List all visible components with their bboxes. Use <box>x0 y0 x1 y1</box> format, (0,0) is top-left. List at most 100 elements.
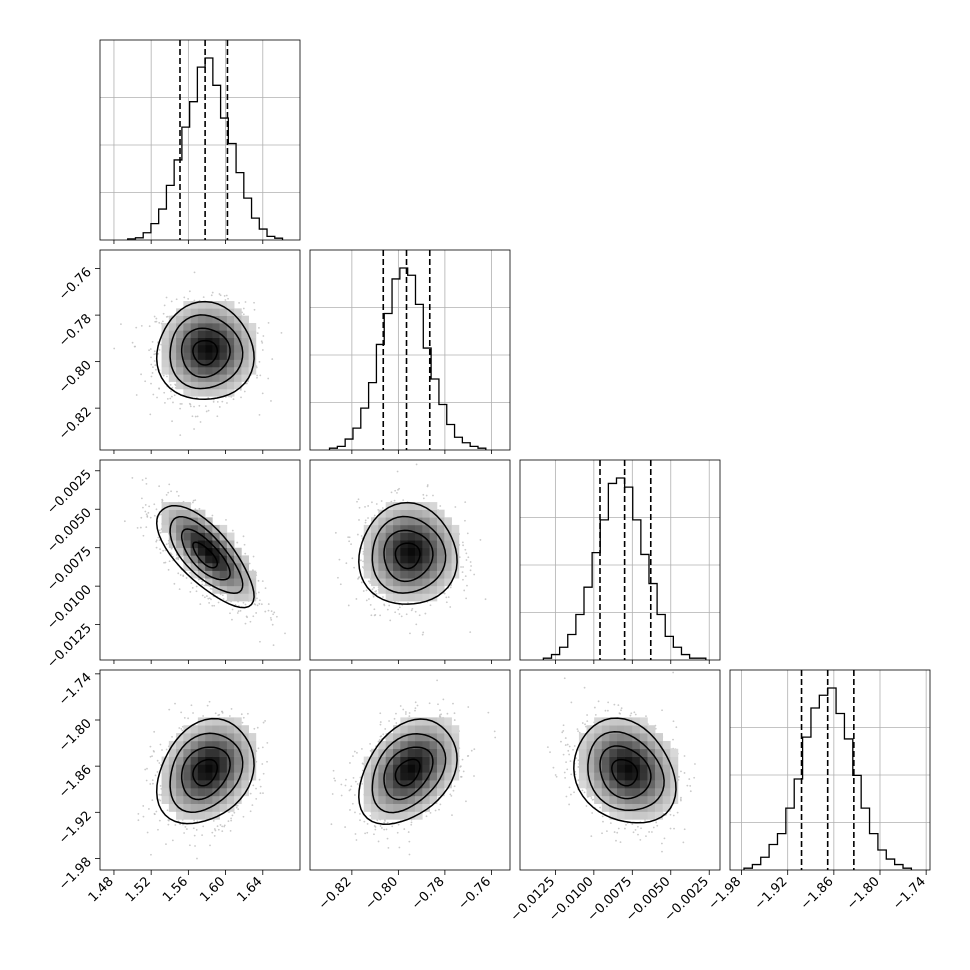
density-cell <box>190 366 199 375</box>
density-cell <box>197 764 206 773</box>
density-cell <box>190 323 199 331</box>
density-cell <box>393 517 401 526</box>
density-cell <box>205 748 213 757</box>
contour-level-2 <box>169 314 244 390</box>
scatter-point <box>348 536 351 539</box>
scatter-point <box>269 616 272 619</box>
density-cell <box>429 555 438 564</box>
scatter-point <box>222 598 225 600</box>
density-cell <box>183 547 191 556</box>
density-cell <box>161 524 170 533</box>
density-cell <box>205 756 213 765</box>
scatter-point <box>422 497 425 500</box>
scatter-point <box>140 373 142 376</box>
density-cell <box>219 578 228 587</box>
density-cell <box>248 570 257 579</box>
density-cell <box>363 555 372 564</box>
density-cell <box>183 788 191 797</box>
panel-2-0: −0.0025−0.0050−0.0075−0.0100−0.0125 <box>44 459 301 671</box>
density-cell <box>161 359 170 368</box>
density-cell <box>393 570 401 579</box>
scatter-point <box>242 307 245 310</box>
density-cell <box>197 345 206 353</box>
density-cell <box>451 540 460 549</box>
density-cell <box>436 585 445 594</box>
density-cell <box>226 388 235 397</box>
density-cell <box>168 359 177 368</box>
density-cell <box>190 315 199 324</box>
scatter-point <box>210 598 212 601</box>
scatter-point <box>252 615 255 618</box>
scatter-point <box>148 325 151 328</box>
scatter-point <box>261 746 264 749</box>
density-cell <box>197 315 206 324</box>
density-cell <box>219 359 228 368</box>
density-cell <box>393 532 401 541</box>
scatter-point <box>264 720 266 722</box>
scatter-point <box>373 608 376 611</box>
scatter-point <box>396 491 398 494</box>
scatter-point <box>159 531 162 534</box>
scatter-point <box>429 604 432 607</box>
density-cell <box>429 563 438 571</box>
scatter-point <box>154 364 157 367</box>
scatter-point <box>259 374 262 377</box>
density-cell <box>385 593 394 602</box>
scatter-point <box>168 483 171 486</box>
density-cell <box>168 374 177 382</box>
scatter-point <box>158 485 161 488</box>
density-cell <box>378 578 386 587</box>
density-cell <box>183 366 191 375</box>
density-cell <box>234 555 242 564</box>
density-cell <box>378 555 386 564</box>
density-cell <box>183 323 191 331</box>
scatter-point <box>258 326 260 329</box>
density-cell <box>197 517 206 526</box>
density-cell <box>183 733 191 742</box>
scatter-point <box>256 332 259 335</box>
scatter-point <box>166 809 169 812</box>
density-cell <box>234 359 242 368</box>
density-cell <box>197 795 206 804</box>
scatter-point <box>218 293 221 295</box>
density-cell <box>248 359 257 368</box>
density-cell <box>190 748 199 757</box>
density-cell <box>183 740 191 750</box>
density-cell <box>190 780 199 789</box>
scatter-point <box>469 631 472 634</box>
density-cell <box>197 547 206 556</box>
scatter-point <box>163 561 165 564</box>
density-cell <box>176 811 184 820</box>
scatter-point <box>213 835 216 837</box>
scatter-point <box>199 421 202 423</box>
density-cell <box>248 330 257 338</box>
scatter-point <box>380 500 383 502</box>
density-cell <box>226 366 235 375</box>
density-cell <box>176 764 184 773</box>
density-cell <box>241 352 249 360</box>
density-cell <box>176 315 184 324</box>
scatter-point <box>167 819 170 821</box>
density-cell <box>429 540 438 549</box>
density-cell <box>234 563 242 571</box>
scatter-point <box>257 579 260 582</box>
density-cell <box>197 509 206 518</box>
scatter-point <box>163 391 166 394</box>
scatter-point <box>271 358 274 360</box>
density-cell <box>212 764 220 773</box>
scatter-point <box>155 508 158 511</box>
density-cell <box>161 788 170 797</box>
scatter-point <box>170 390 172 393</box>
scatter-point <box>214 712 217 715</box>
scatter-point <box>191 587 194 589</box>
scatter-point <box>231 608 234 611</box>
density-cell <box>205 352 213 360</box>
density-cell <box>205 540 213 549</box>
density-cell <box>226 359 235 368</box>
scatter-point <box>375 592 378 595</box>
density-cell <box>212 345 220 353</box>
density-cell <box>197 563 206 571</box>
density-cell <box>197 555 206 564</box>
density-cell <box>183 308 191 316</box>
